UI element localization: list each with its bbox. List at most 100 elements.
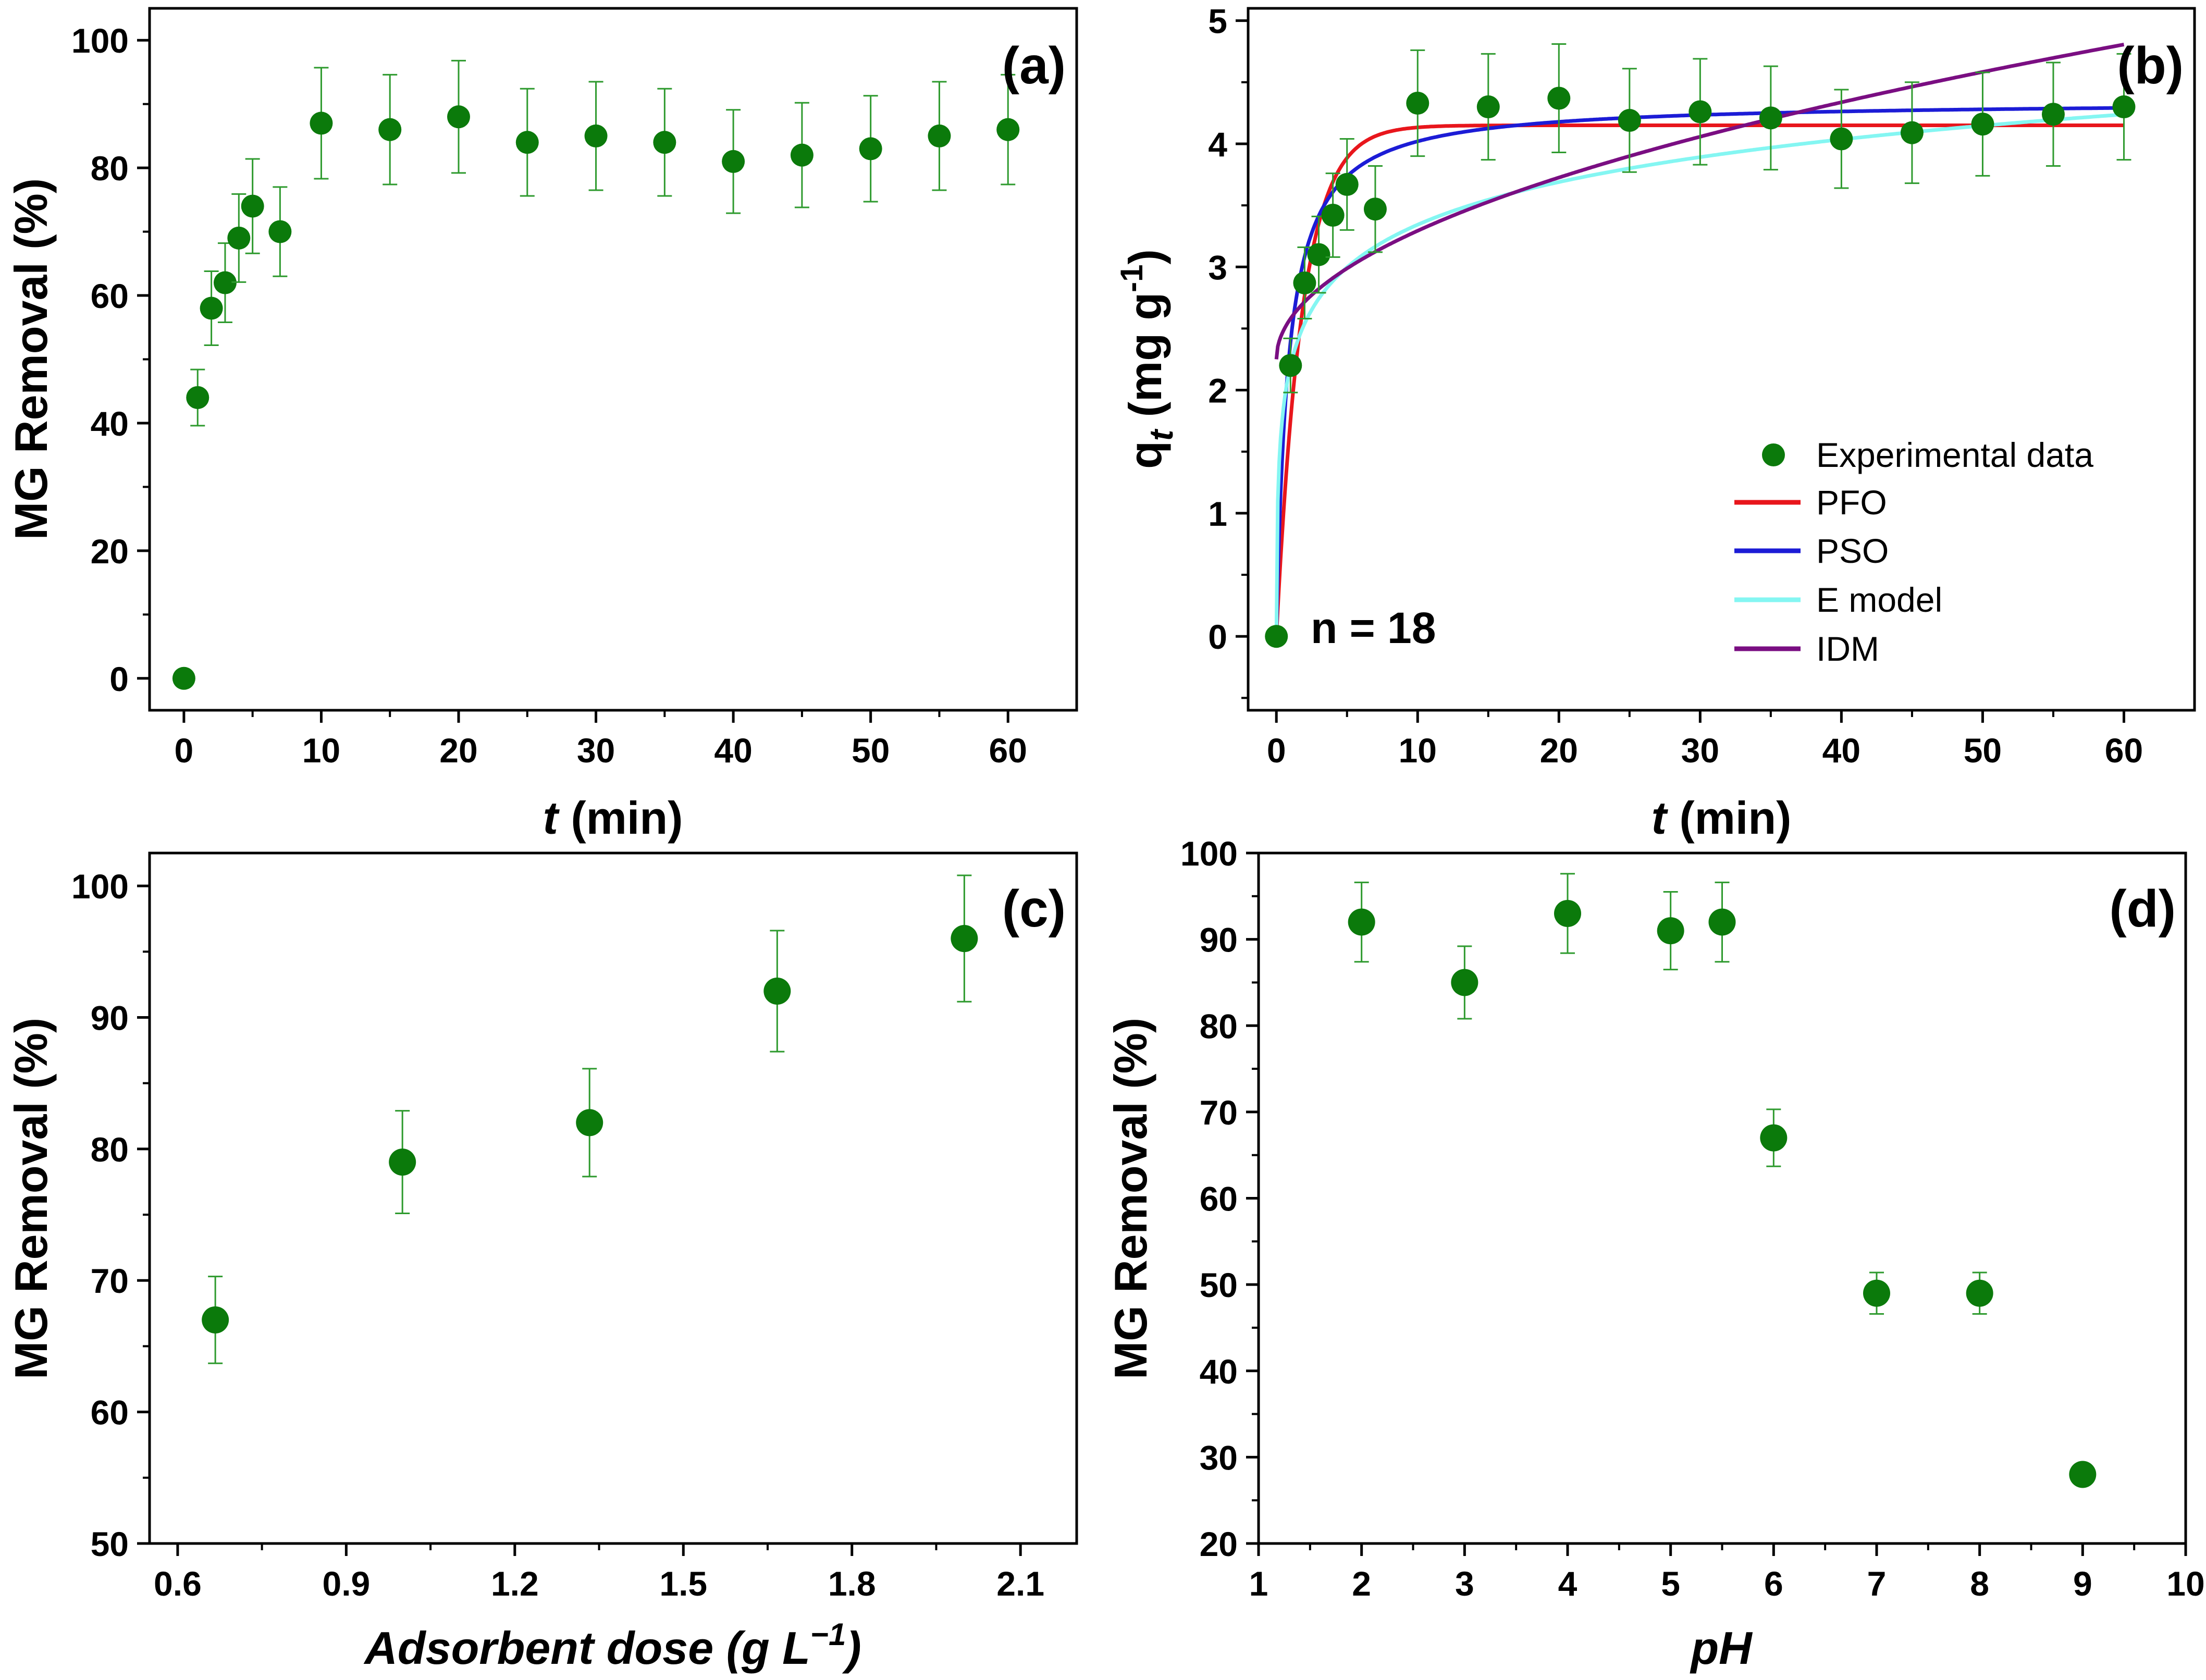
data-point [584, 124, 608, 147]
data-point [202, 1306, 229, 1333]
data-point [186, 386, 209, 409]
x-tick-label: 0 [175, 731, 194, 770]
y-tick-label: 4 [1208, 125, 1227, 164]
y-tick-label: 20 [1200, 1525, 1238, 1563]
y-tick-label: 60 [91, 1393, 129, 1432]
y-tick-label: 5 [1208, 2, 1227, 41]
pfo-curve [1274, 123, 2124, 637]
y-tick-label: 1 [1208, 495, 1227, 533]
data-point [241, 194, 264, 218]
y-tick-label: 80 [91, 1130, 129, 1169]
data-point [1406, 91, 1429, 115]
x-tick-label: 40 [1822, 731, 1860, 770]
data-point [200, 297, 223, 320]
x-tick-labels: 0.6 0.9 1.2 1.5 1.8 2.1 [154, 1564, 1044, 1603]
panel-label: (c) [1002, 880, 1066, 938]
legend-label-e-model: E model [1816, 580, 1942, 619]
axis-ticks [1246, 851, 2187, 1556]
y-tick-label: 90 [1200, 921, 1238, 959]
x-axis-title: t (min) [543, 792, 683, 844]
data-series [1265, 42, 2136, 648]
data-point [389, 1148, 416, 1176]
x-tick-label: 7 [1867, 1564, 1887, 1603]
data-point [1966, 1279, 1993, 1307]
y-tick-labels: 0 20 40 60 80 100 [71, 21, 129, 698]
y-tick-label: 90 [91, 998, 129, 1037]
panel-b: 0 10 20 30 40 50 60 0 1 2 3 4 5 (b) n = … [1114, 2, 2196, 844]
data-series [202, 874, 978, 1364]
y-tick-label: 20 [91, 532, 129, 571]
y-tick-label: 50 [91, 1525, 129, 1563]
data-point [1618, 109, 1641, 132]
x-tick-labels: 0 10 20 30 40 50 60 [1267, 731, 2143, 770]
y-tick-label: 70 [91, 1262, 129, 1300]
y-tick-label: 40 [1200, 1352, 1238, 1391]
y-tick-labels: 50 60 70 80 90 100 [71, 867, 129, 1563]
data-point [378, 118, 402, 141]
data-point [1451, 969, 1478, 996]
x-tick-label: 40 [714, 731, 752, 770]
data-point [213, 271, 237, 294]
data-point [996, 118, 1020, 141]
y-tick-label: 80 [1200, 1007, 1238, 1045]
data-point [2041, 103, 2065, 126]
y-tick-label: 0 [109, 660, 129, 698]
x-tick-label: 5 [1661, 1564, 1680, 1603]
data-series [172, 59, 1020, 690]
legend-label-experimental: Experimental data [1816, 436, 2093, 474]
x-tick-label: 4 [1558, 1564, 1578, 1603]
panel-a: 0 10 20 30 40 50 60 0 20 40 60 80 100 (a… [5, 7, 1078, 844]
x-tick-label: 30 [577, 731, 615, 770]
x-tick-label: 0 [1267, 731, 1286, 770]
y-tick-label: 2 [1208, 372, 1227, 410]
sample-count-annotation: n = 18 [1311, 603, 1436, 652]
panel-c: 0.6 0.9 1.2 1.5 1.8 2.1 50 60 70 80 90 1… [5, 851, 1078, 1674]
e-model-curve [1274, 113, 2124, 637]
y-tick-label: 60 [91, 277, 129, 315]
y-tick-label: 40 [91, 404, 129, 443]
x-tick-label: 1.2 [491, 1564, 539, 1603]
legend-label-idm: IDM [1816, 629, 1879, 668]
y-axis-title: MG Removal (%) [1105, 1018, 1156, 1379]
axis-ticks [137, 884, 1022, 1556]
data-point [1335, 172, 1359, 196]
data-point [268, 220, 292, 243]
data-point [1708, 908, 1736, 936]
x-axis-title: pH [1690, 1622, 1753, 1674]
x-tick-label: 10 [2166, 1564, 2204, 1603]
x-tick-label: 10 [302, 731, 340, 770]
x-axis-title: t (min) [1652, 792, 1792, 844]
data-point [859, 137, 882, 160]
panel-label: (b) [2117, 36, 2184, 95]
data-point [1321, 204, 1345, 227]
data-point [515, 131, 539, 154]
x-tick-label: 3 [1455, 1564, 1474, 1603]
data-point [790, 143, 814, 167]
x-tick-label: 60 [2105, 731, 2143, 770]
data-point [2069, 1461, 2097, 1488]
x-tick-label: 1.5 [659, 1564, 707, 1603]
x-tick-label: 10 [1399, 731, 1437, 770]
x-tick-label: 1 [1249, 1564, 1268, 1603]
x-tick-label: 2 [1352, 1564, 1371, 1603]
data-point [1863, 1279, 1890, 1307]
y-tick-labels: 20 30 40 50 60 70 80 90 100 [1180, 834, 1238, 1563]
panel-label: (a) [1002, 36, 1066, 95]
data-point [951, 925, 978, 953]
x-tick-label: 2.1 [996, 1564, 1044, 1603]
data-point [2112, 95, 2136, 119]
x-tick-labels: 0 10 20 30 40 50 60 [175, 731, 1027, 770]
x-tick-label: 50 [1964, 731, 2002, 770]
plot-frame [148, 851, 1078, 1545]
data-point [1293, 271, 1316, 294]
y-axis-title: qt (mg g-1) [1114, 249, 1180, 469]
data-point [1900, 121, 1924, 144]
x-tick-labels: 1 2 3 4 5 6 7 8 9 10 [1249, 1564, 2205, 1603]
x-tick-label: 60 [989, 731, 1027, 770]
axis-ticks [137, 39, 1009, 723]
legend-marker-experimental [1762, 443, 1785, 466]
data-point [763, 978, 791, 1005]
x-tick-label: 6 [1764, 1564, 1783, 1603]
legend-label-pfo: PFO [1816, 483, 1887, 522]
y-tick-label: 60 [1200, 1180, 1238, 1218]
